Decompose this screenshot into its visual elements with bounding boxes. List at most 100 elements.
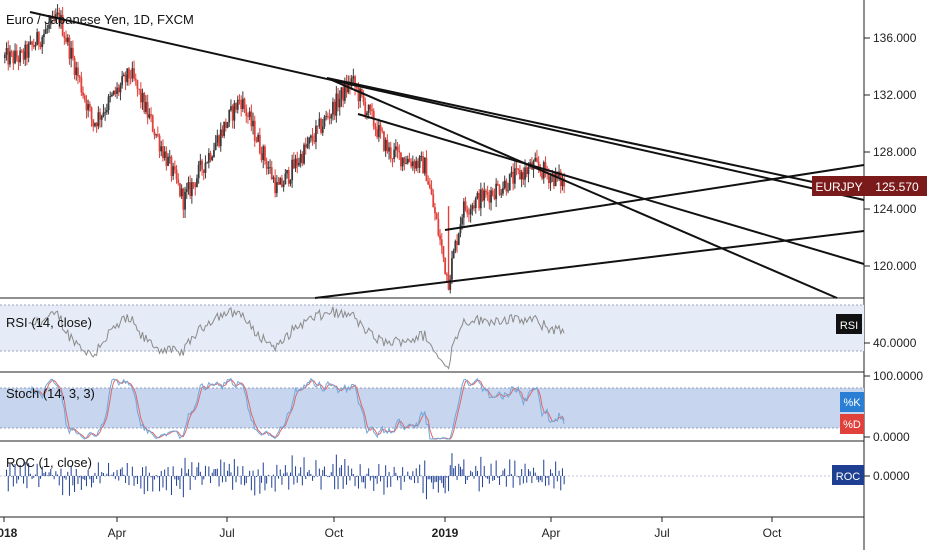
candle bbox=[265, 157, 268, 175]
candle bbox=[396, 141, 399, 159]
trendline-4[interactable] bbox=[357, 113, 865, 265]
candle bbox=[184, 186, 186, 218]
candle bbox=[124, 71, 127, 91]
candle bbox=[262, 144, 265, 169]
candle bbox=[146, 94, 149, 125]
trendline-2[interactable] bbox=[326, 77, 865, 194]
candle bbox=[5, 42, 8, 61]
rsi-tick-40: 40.0000 bbox=[873, 336, 917, 350]
candle bbox=[287, 166, 290, 187]
candle bbox=[131, 61, 134, 83]
candle bbox=[498, 184, 501, 197]
time-tick-jul-2019: Jul bbox=[654, 526, 669, 540]
candle bbox=[111, 92, 113, 98]
candle bbox=[253, 115, 256, 147]
stoch-title: Stoch (14, 3, 3) bbox=[6, 386, 95, 401]
candle bbox=[83, 93, 86, 103]
candle bbox=[502, 181, 504, 196]
trendline-6[interactable] bbox=[314, 230, 865, 299]
candle bbox=[167, 153, 169, 167]
candle bbox=[478, 189, 481, 211]
candle bbox=[252, 112, 254, 135]
candle bbox=[197, 161, 200, 184]
candle bbox=[9, 45, 11, 68]
candle bbox=[301, 151, 304, 167]
candle bbox=[247, 112, 249, 124]
candle bbox=[332, 97, 334, 121]
candle bbox=[29, 35, 32, 45]
candle bbox=[466, 205, 469, 218]
candle bbox=[216, 129, 219, 147]
time-tick-apr-2018: Apr bbox=[108, 526, 127, 540]
candle bbox=[102, 104, 105, 118]
candle bbox=[495, 178, 498, 208]
roc-axis: 0.0000 ROC bbox=[832, 465, 910, 485]
candle bbox=[43, 29, 45, 45]
candle bbox=[240, 95, 243, 117]
candle bbox=[180, 184, 183, 200]
candle bbox=[417, 158, 419, 173]
candle bbox=[289, 179, 292, 187]
candle bbox=[534, 152, 537, 162]
candle bbox=[221, 125, 224, 138]
candle bbox=[456, 234, 458, 253]
candle bbox=[71, 40, 74, 61]
candle bbox=[88, 101, 91, 112]
candle bbox=[173, 160, 176, 174]
candle bbox=[335, 85, 338, 123]
candle bbox=[207, 148, 210, 169]
candle bbox=[153, 128, 156, 140]
candle bbox=[224, 118, 227, 132]
candle bbox=[298, 157, 300, 168]
candle bbox=[309, 134, 312, 143]
candle bbox=[507, 182, 509, 194]
stoch-axis: 100.0000 0.0000 %K %D bbox=[840, 369, 923, 444]
candle bbox=[12, 50, 15, 70]
candle bbox=[286, 169, 288, 179]
candle bbox=[136, 79, 139, 97]
candle bbox=[299, 149, 302, 168]
candle bbox=[325, 110, 328, 121]
candle bbox=[61, 6, 64, 37]
stoch-layer bbox=[29, 377, 565, 440]
stoch-tick-0: 0.0000 bbox=[873, 430, 910, 444]
candle bbox=[199, 153, 202, 172]
candle bbox=[425, 150, 428, 182]
candle bbox=[481, 187, 484, 202]
candle bbox=[3, 52, 6, 64]
candle bbox=[411, 155, 414, 171]
candle bbox=[31, 40, 33, 51]
roc-tick-0: 0.0000 bbox=[873, 469, 910, 483]
candle bbox=[73, 55, 76, 80]
trendlines[interactable] bbox=[29, 11, 865, 299]
candle bbox=[179, 182, 181, 198]
candle bbox=[517, 168, 520, 175]
candle bbox=[413, 159, 416, 174]
candle bbox=[386, 134, 389, 154]
candle bbox=[189, 175, 192, 200]
candle bbox=[117, 83, 120, 97]
trendline-5[interactable] bbox=[444, 164, 865, 231]
candle bbox=[77, 61, 79, 84]
candle bbox=[304, 137, 307, 155]
candle bbox=[394, 139, 397, 158]
candle bbox=[371, 103, 373, 118]
candle bbox=[464, 196, 467, 212]
trendline-3[interactable] bbox=[326, 77, 838, 299]
candle bbox=[148, 108, 151, 120]
candle bbox=[377, 118, 380, 142]
rsi-badge-label: RSI bbox=[840, 320, 858, 332]
candle bbox=[405, 155, 407, 165]
candle bbox=[267, 161, 270, 175]
candle bbox=[121, 70, 124, 89]
candle bbox=[187, 176, 190, 195]
candle bbox=[549, 172, 552, 191]
trendline-1[interactable] bbox=[29, 11, 865, 201]
candle bbox=[245, 104, 248, 123]
candle bbox=[308, 136, 311, 150]
candle bbox=[485, 188, 487, 198]
candle bbox=[547, 168, 550, 189]
candle bbox=[196, 174, 198, 188]
candle bbox=[493, 188, 496, 201]
